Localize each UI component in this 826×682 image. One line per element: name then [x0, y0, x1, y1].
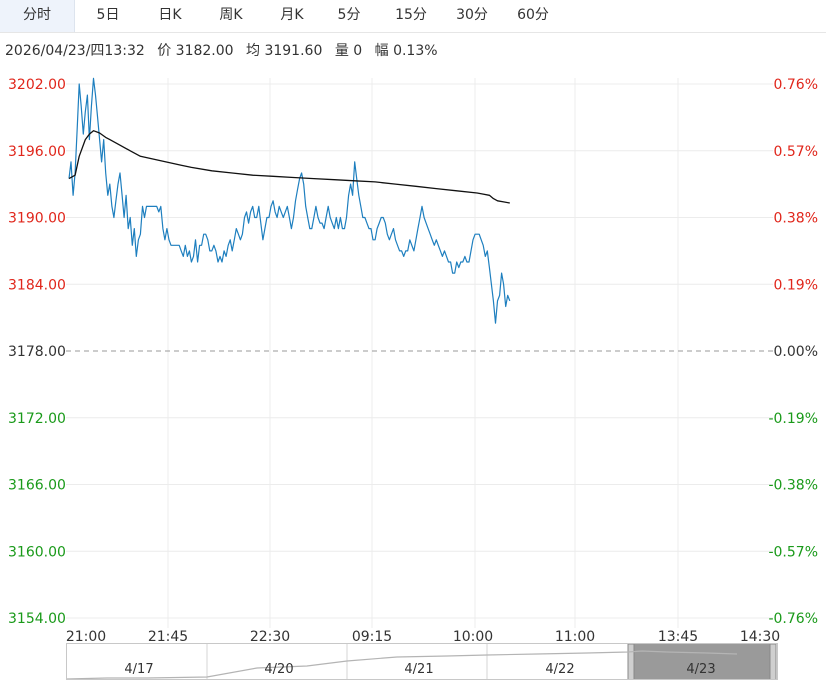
tab-6[interactable]: 15分	[395, 7, 427, 23]
price-line	[68, 77, 511, 324]
quote-info-bar: 2026/04/23/四13:32 价 3182.00 均 3191.60 量 …	[5, 40, 446, 60]
pct-tick-label: 0.38%	[774, 211, 818, 227]
info-average: 均 3191.60	[246, 43, 323, 59]
x-tick-label: 21:00	[66, 629, 106, 645]
info-price: 价 3182.00	[157, 43, 234, 59]
tab-4[interactable]: 月K	[280, 7, 304, 23]
nav-date-label[interactable]: 4/20	[264, 662, 293, 677]
y-tick-label: 3196.00	[8, 144, 66, 160]
x-tick-label: 21:45	[148, 629, 188, 645]
x-tick-label: 09:15	[352, 629, 392, 645]
y-tick-label: 3202.00	[8, 77, 66, 93]
nav-selected-range[interactable]	[632, 644, 772, 680]
nav-handle-left[interactable]	[627, 644, 635, 680]
y-tick-label: 3172.00	[8, 411, 66, 427]
info-volume: 量 0	[334, 43, 363, 59]
x-tick-label: 11:00	[555, 629, 595, 645]
intraday-chart[interactable]: 3202.00 0.76% 3196.00 0.57% 3190.00 0.38% 3184…	[0, 70, 826, 645]
pct-tick-label: -0.76%	[768, 611, 818, 627]
y-tick-label: 3184.00	[8, 277, 66, 293]
pct-tick-label: 0.19%	[774, 277, 818, 293]
average-price-line	[68, 130, 510, 204]
pct-tick-label: -0.19%	[768, 411, 818, 427]
tab-1[interactable]: 5日	[96, 7, 120, 23]
x-tick-label: 22:30	[250, 629, 290, 645]
tab-8[interactable]: 60分	[517, 7, 549, 23]
date-navigator[interactable]: 4/17 4/20 4/21 4/22 4/23	[66, 643, 778, 680]
info-datetime: 2026/04/23/四13:32	[5, 43, 145, 59]
nav-trend-line	[67, 650, 738, 679]
tab-3[interactable]: 周K	[219, 7, 243, 23]
pct-tick-label: 0.76%	[774, 77, 818, 93]
y-tick-label: 3190.00	[8, 211, 66, 227]
nav-date-label[interactable]: 4/21	[404, 662, 433, 677]
y-tick-label: 3160.00	[8, 544, 66, 560]
tab-5[interactable]: 5分	[337, 7, 361, 23]
nav-date-label[interactable]: 4/23	[686, 662, 715, 677]
y-tick-label: 3178.00	[8, 344, 66, 360]
tab-7[interactable]: 30分	[456, 7, 488, 23]
y-tick-label: 3166.00	[8, 478, 66, 494]
tab-0[interactable]: 分时	[0, 0, 75, 32]
x-tick-label: 10:00	[453, 629, 493, 645]
pct-tick-label: -0.57%	[768, 544, 818, 560]
x-tick-label: 14:30	[740, 629, 780, 645]
pct-tick-label: -0.38%	[768, 478, 818, 494]
pct-tick-label: 0.00%	[774, 344, 818, 360]
info-range: 幅 0.13%	[374, 43, 438, 59]
period-tabs: 分时 5日 日K 周K 月K 5分 15分 30分 60分	[0, 0, 826, 33]
nav-handle-right[interactable]	[769, 644, 777, 680]
pct-tick-label: 0.57%	[774, 144, 818, 160]
nav-date-label[interactable]: 4/17	[124, 662, 153, 677]
y-tick-label: 3154.00	[8, 611, 66, 627]
tab-2[interactable]: 日K	[158, 7, 182, 23]
nav-date-label[interactable]: 4/22	[545, 662, 574, 677]
x-tick-label: 13:45	[658, 629, 698, 645]
